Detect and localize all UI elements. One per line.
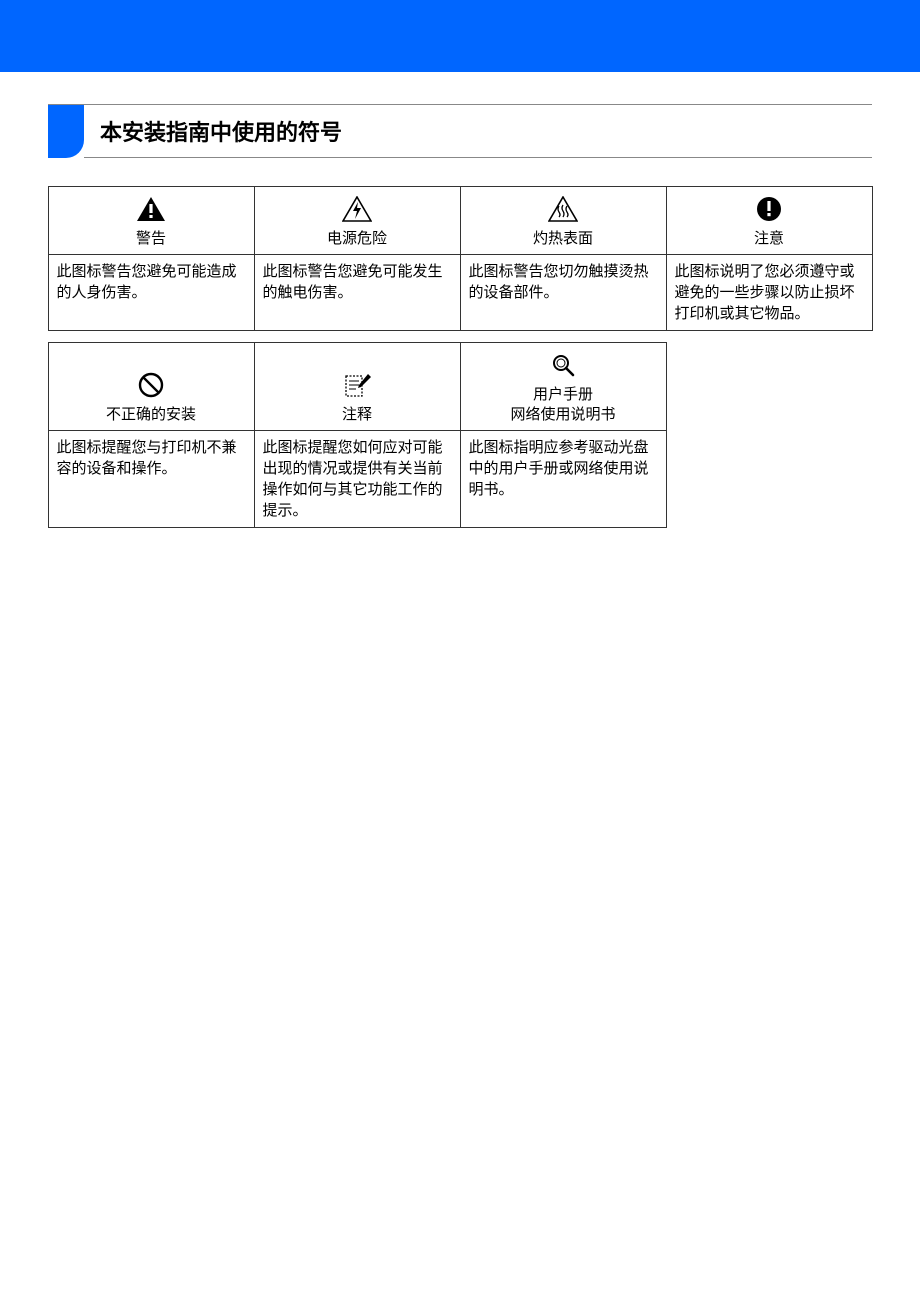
symbol-desc: 此图标说明了您必须遵守或避免的一些步骤以防止损坏打印机或其它物品。 — [666, 254, 873, 331]
symbols-grid-row1: 警告 电源危险 灼热表面 — [48, 186, 872, 331]
title-accent-tab — [48, 105, 84, 158]
symbol-desc: 此图标警告您切勿触摸烫热的设备部件。 — [460, 254, 667, 331]
symbol-label: 电源危险 — [327, 229, 387, 249]
symbol-header-manual: 用户手册 网络使用说明书 — [460, 342, 667, 431]
symbol-header-electrical: 电源危险 — [254, 186, 461, 256]
symbol-desc: 此图标警告您避免可能发生的触电伤害。 — [254, 254, 461, 331]
symbol-label: 警告 — [136, 229, 166, 249]
symbol-header-improper-setup: 不正确的安装 — [48, 342, 255, 431]
section-title-row: 本安装指南中使用的符号 — [48, 104, 872, 158]
symbol-desc: 此图标提醒您如何应对可能出现的情况或提供有关当前操作如何与其它功能工作的提示。 — [254, 430, 461, 528]
symbol-desc: 此图标提醒您与打印机不兼容的设备和操作。 — [48, 430, 255, 528]
symbol-header-note: 注释 — [254, 342, 461, 431]
symbol-label: 灼热表面 — [533, 229, 593, 249]
warning-triangle-icon — [136, 193, 166, 225]
symbol-header-hot-surface: 灼热表面 — [460, 186, 667, 256]
prohibition-icon — [138, 369, 164, 401]
symbol-header-caution: 注意 — [666, 186, 873, 256]
symbol-desc: 此图标警告您避免可能造成的人身伤害。 — [48, 254, 255, 331]
magnifier-icon — [550, 349, 576, 381]
symbol-desc: 此图标指明应参考驱动光盘中的用户手册或网络使用说明书。 — [460, 430, 667, 528]
symbol-label: 不正确的安装 — [106, 405, 196, 425]
section-title: 本安装指南中使用的符号 — [84, 105, 872, 158]
symbol-label: 注释 — [342, 405, 372, 425]
page-content: 本安装指南中使用的符号 警告 电源危险 — [0, 72, 920, 528]
symbols-grid-row2: 不正确的安装 注释 用户手册 网 — [48, 343, 666, 528]
top-header-bar — [0, 0, 920, 72]
caution-circle-icon — [756, 193, 782, 225]
note-pencil-icon — [342, 369, 372, 401]
hot-surface-icon — [548, 193, 578, 225]
electrical-hazard-icon — [342, 193, 372, 225]
symbol-header-warning: 警告 — [48, 186, 255, 256]
symbol-label: 用户手册 网络使用说明书 — [510, 385, 615, 424]
symbol-label: 注意 — [754, 229, 784, 249]
